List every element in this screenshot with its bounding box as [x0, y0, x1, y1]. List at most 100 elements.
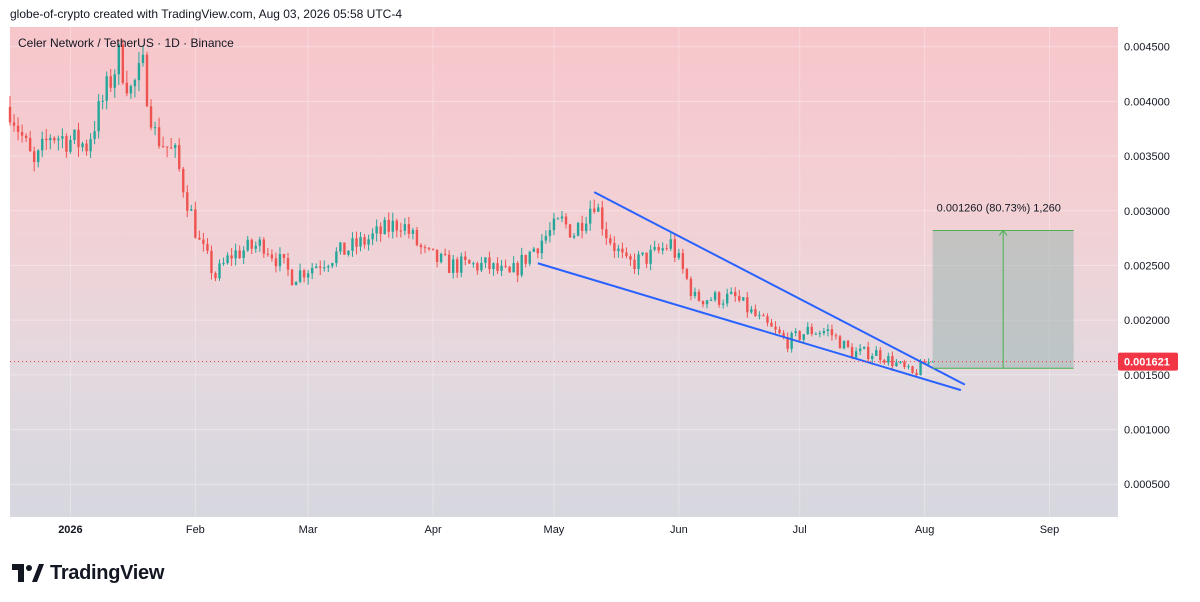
candle — [500, 260, 503, 277]
candle-body — [169, 147, 173, 149]
candle-body — [862, 346, 866, 349]
candle-body — [637, 254, 640, 270]
candle — [439, 252, 443, 264]
candle-body — [371, 233, 374, 240]
candle-body — [16, 125, 20, 132]
candle-body — [310, 267, 314, 274]
candle-body — [61, 136, 64, 139]
candle — [286, 252, 290, 277]
price-axis[interactable] — [1118, 27, 1200, 517]
candle-body — [302, 270, 306, 278]
time-tick-label: Aug — [915, 524, 935, 536]
candle — [443, 248, 447, 257]
candle-body — [32, 151, 36, 163]
candle-body — [57, 138, 60, 141]
candle — [588, 200, 592, 231]
candle-body — [246, 239, 249, 251]
candle — [343, 242, 346, 255]
candle-body — [186, 192, 189, 211]
candle-body — [649, 249, 652, 264]
candle-body — [226, 255, 229, 264]
candle — [492, 262, 495, 276]
candle-body — [826, 329, 830, 332]
candle — [254, 241, 257, 253]
candle-body — [802, 334, 805, 340]
time-axis[interactable] — [10, 517, 1118, 541]
candle — [194, 201, 197, 239]
candle-body — [778, 329, 781, 334]
candle-body — [709, 299, 713, 301]
candle — [145, 51, 149, 108]
candle — [222, 257, 225, 266]
candle — [214, 271, 217, 282]
candle — [544, 230, 548, 244]
candle-body — [335, 251, 338, 264]
tradingview-logo-text: TradingView — [50, 561, 165, 584]
candle-body — [725, 293, 729, 304]
candle-body — [717, 292, 721, 305]
candle — [435, 249, 439, 268]
candle — [484, 257, 487, 268]
candle-body — [49, 137, 52, 141]
symbol-title[interactable]: Celer Network / TetherUS · 1D · Binance — [18, 36, 234, 50]
candle — [339, 241, 342, 255]
candle — [774, 321, 777, 335]
candle-body — [218, 263, 221, 279]
candle — [758, 311, 761, 320]
candle — [327, 264, 330, 272]
candle — [653, 240, 656, 252]
price-tick-label: 0.002500 — [1124, 260, 1170, 272]
candle — [331, 262, 334, 269]
candle — [806, 322, 809, 335]
candle — [794, 328, 797, 337]
candle-body — [536, 248, 540, 254]
candle — [266, 247, 270, 257]
candle-body — [133, 80, 137, 87]
tradingview-logo[interactable]: TradingView — [12, 560, 164, 586]
candle — [375, 219, 378, 242]
candle-body — [343, 242, 346, 255]
candle — [427, 247, 431, 251]
candle-body — [375, 226, 378, 234]
candle-body — [109, 76, 112, 88]
candle-body — [738, 296, 741, 301]
candle-body — [512, 263, 515, 273]
candle-body — [266, 253, 270, 255]
candle — [117, 43, 120, 85]
candle-body — [613, 243, 616, 251]
candle-body — [20, 131, 24, 136]
candle — [717, 291, 721, 308]
candle-body — [556, 218, 560, 220]
candle-body — [153, 127, 157, 129]
candle — [45, 129, 48, 150]
candle-body — [766, 316, 769, 323]
candle — [153, 121, 157, 136]
candle-body — [875, 350, 878, 356]
candle-body — [746, 297, 749, 313]
candle-body — [69, 140, 72, 152]
candle-body — [713, 292, 717, 300]
candle — [169, 137, 173, 149]
candle — [8, 96, 12, 126]
candle — [81, 141, 84, 152]
price-tick-label: 0.003000 — [1124, 206, 1170, 218]
candle-body — [149, 106, 153, 128]
candle — [899, 361, 902, 364]
candle — [250, 238, 253, 254]
candle — [246, 235, 249, 252]
candle-body — [468, 259, 471, 264]
candle-body — [129, 86, 133, 94]
candle — [605, 222, 608, 245]
candle-body — [254, 245, 257, 249]
time-tick-label: Apr — [424, 524, 441, 536]
candle-body — [669, 239, 672, 249]
candle — [109, 68, 112, 93]
candle-body — [194, 209, 197, 238]
candle-body — [351, 238, 354, 251]
candle-body — [210, 250, 213, 274]
price-tick-label: 0.004500 — [1124, 42, 1170, 54]
candle — [290, 268, 294, 286]
candle-body — [685, 268, 689, 279]
candle-body — [173, 145, 177, 148]
candle-body — [298, 270, 302, 282]
